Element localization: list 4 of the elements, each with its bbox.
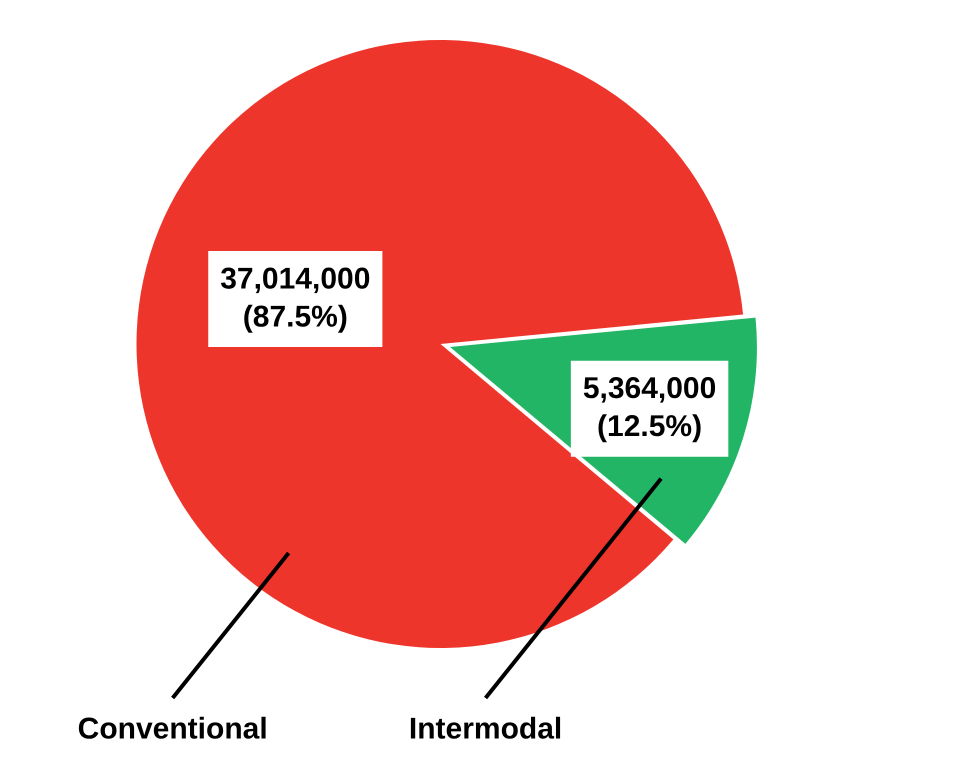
- slice-label: Conventional: [78, 712, 268, 746]
- data-label: 5,364,000 (12.5%): [582, 372, 716, 444]
- slice-label: Intermodal: [408, 712, 562, 746]
- data-label: 37,014,000 (87.5%): [220, 262, 370, 334]
